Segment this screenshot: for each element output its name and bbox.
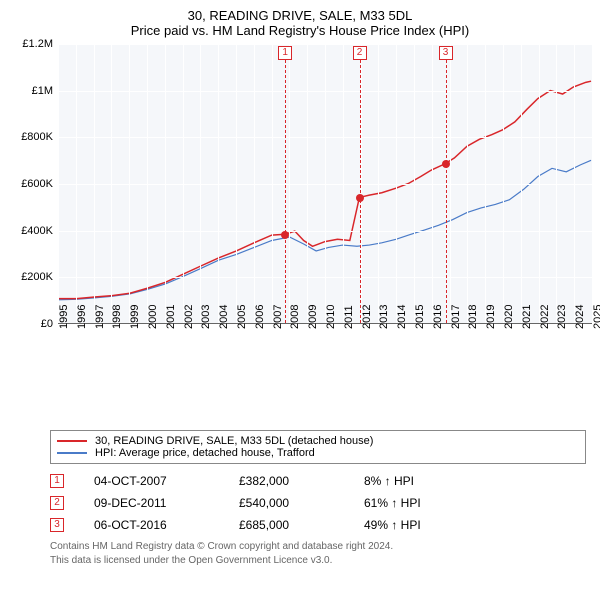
sale-price: £685,000 [239,518,334,532]
chart-subtitle: Price paid vs. HM Land Registry's House … [10,23,590,38]
y-axis-tick: £0 [41,318,53,330]
x-axis-tick: 2016 [432,305,444,329]
chart-area: £0£200K£400K£600K£800K£1M£1.2M1995199619… [10,44,590,384]
sale-marker-badge: 2 [353,46,367,60]
sale-marker-line [285,60,286,323]
sale-delta: 61% ↑ HPI [364,496,421,510]
x-axis-tick: 1995 [58,305,70,329]
sale-price: £382,000 [239,474,334,488]
x-axis-tick: 2014 [396,305,408,329]
attribution: Contains HM Land Registry data © Crown c… [50,540,586,567]
legend-label-property: 30, READING DRIVE, SALE, M33 5DL (detach… [95,435,373,447]
sale-row: 1 04-OCT-2007 £382,000 8% ↑ HPI [50,474,586,488]
y-axis-tick: £1M [32,85,53,97]
x-axis-tick: 2010 [325,305,337,329]
x-axis-tick: 2025 [592,305,600,329]
x-axis-tick: 2012 [361,305,373,329]
y-axis-tick: £400K [21,225,53,237]
x-axis-tick: 2002 [183,305,195,329]
x-axis-tick: 2021 [521,305,533,329]
x-axis-tick: 2008 [289,305,301,329]
sale-date: 09-DEC-2011 [94,496,209,510]
x-axis-tick: 2003 [200,305,212,329]
sale-marker-dot [281,231,289,239]
footer-line-1: Contains HM Land Registry data © Crown c… [50,540,586,554]
x-axis-tick: 2004 [218,305,230,329]
sale-marker-dot [356,194,364,202]
x-axis-tick: 2011 [343,305,355,329]
sale-delta: 8% ↑ HPI [364,474,414,488]
legend: 30, READING DRIVE, SALE, M33 5DL (detach… [50,430,586,464]
sale-date: 06-OCT-2016 [94,518,209,532]
chart-title-address: 30, READING DRIVE, SALE, M33 5DL [10,8,590,23]
sale-row-badge: 2 [50,496,64,510]
y-axis-tick: £800K [21,131,53,143]
x-axis-tick: 2017 [450,305,462,329]
legend-swatch-property [57,440,87,442]
x-axis-tick: 1998 [111,305,123,329]
sale-marker-line [360,60,361,323]
x-axis-tick: 2001 [165,305,177,329]
sale-date: 04-OCT-2007 [94,474,209,488]
plot-area: £0£200K£400K£600K£800K£1M£1.2M1995199619… [58,44,592,324]
legend-swatch-hpi [57,452,87,454]
y-axis-tick: £200K [21,271,53,283]
sale-marker-dot [442,160,450,168]
x-axis-tick: 2023 [556,305,568,329]
sale-row: 3 06-OCT-2016 £685,000 49% ↑ HPI [50,518,586,532]
legend-label-hpi: HPI: Average price, detached house, Traf… [95,447,315,459]
footer-line-2: This data is licensed under the Open Gov… [50,554,586,568]
y-axis-tick: £1.2M [22,38,53,50]
sale-marker-line [446,60,447,323]
x-axis-tick: 2022 [539,305,551,329]
y-axis-tick: £600K [21,178,53,190]
sales-table: 1 04-OCT-2007 £382,000 8% ↑ HPI 2 09-DEC-2011… [50,474,586,532]
sale-price: £540,000 [239,496,334,510]
sale-delta: 49% ↑ HPI [364,518,421,532]
sale-row-badge: 3 [50,518,64,532]
x-axis-tick: 2015 [414,305,426,329]
x-axis-tick: 2020 [503,305,515,329]
x-axis-tick: 2006 [254,305,266,329]
sale-row: 2 09-DEC-2011 £540,000 61% ↑ HPI [50,496,586,510]
x-axis-tick: 2005 [236,305,248,329]
x-axis-tick: 2007 [272,305,284,329]
x-axis-tick: 2018 [467,305,479,329]
x-axis-tick: 2013 [378,305,390,329]
sale-row-badge: 1 [50,474,64,488]
sale-marker-badge: 1 [278,46,292,60]
x-axis-tick: 2019 [485,305,497,329]
sale-marker-badge: 3 [439,46,453,60]
x-axis-tick: 1997 [94,305,106,329]
x-axis-tick: 2009 [307,305,319,329]
x-axis-tick: 2000 [147,305,159,329]
x-axis-tick: 1999 [129,305,141,329]
x-axis-tick: 1996 [76,305,88,329]
x-axis-tick: 2024 [574,305,586,329]
